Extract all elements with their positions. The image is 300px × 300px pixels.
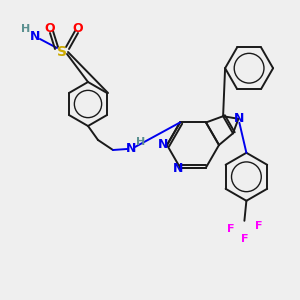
- Text: N: N: [158, 139, 168, 152]
- Text: N: N: [173, 162, 183, 175]
- Text: S: S: [57, 45, 67, 59]
- Text: F: F: [241, 234, 248, 244]
- Text: O: O: [45, 22, 55, 34]
- Text: H: H: [21, 24, 31, 34]
- Text: F: F: [226, 224, 234, 234]
- Text: O: O: [73, 22, 83, 34]
- Text: N: N: [234, 112, 244, 125]
- Text: N: N: [126, 142, 136, 154]
- Text: H: H: [136, 137, 146, 147]
- Text: N: N: [30, 31, 40, 44]
- Text: F: F: [255, 221, 262, 231]
